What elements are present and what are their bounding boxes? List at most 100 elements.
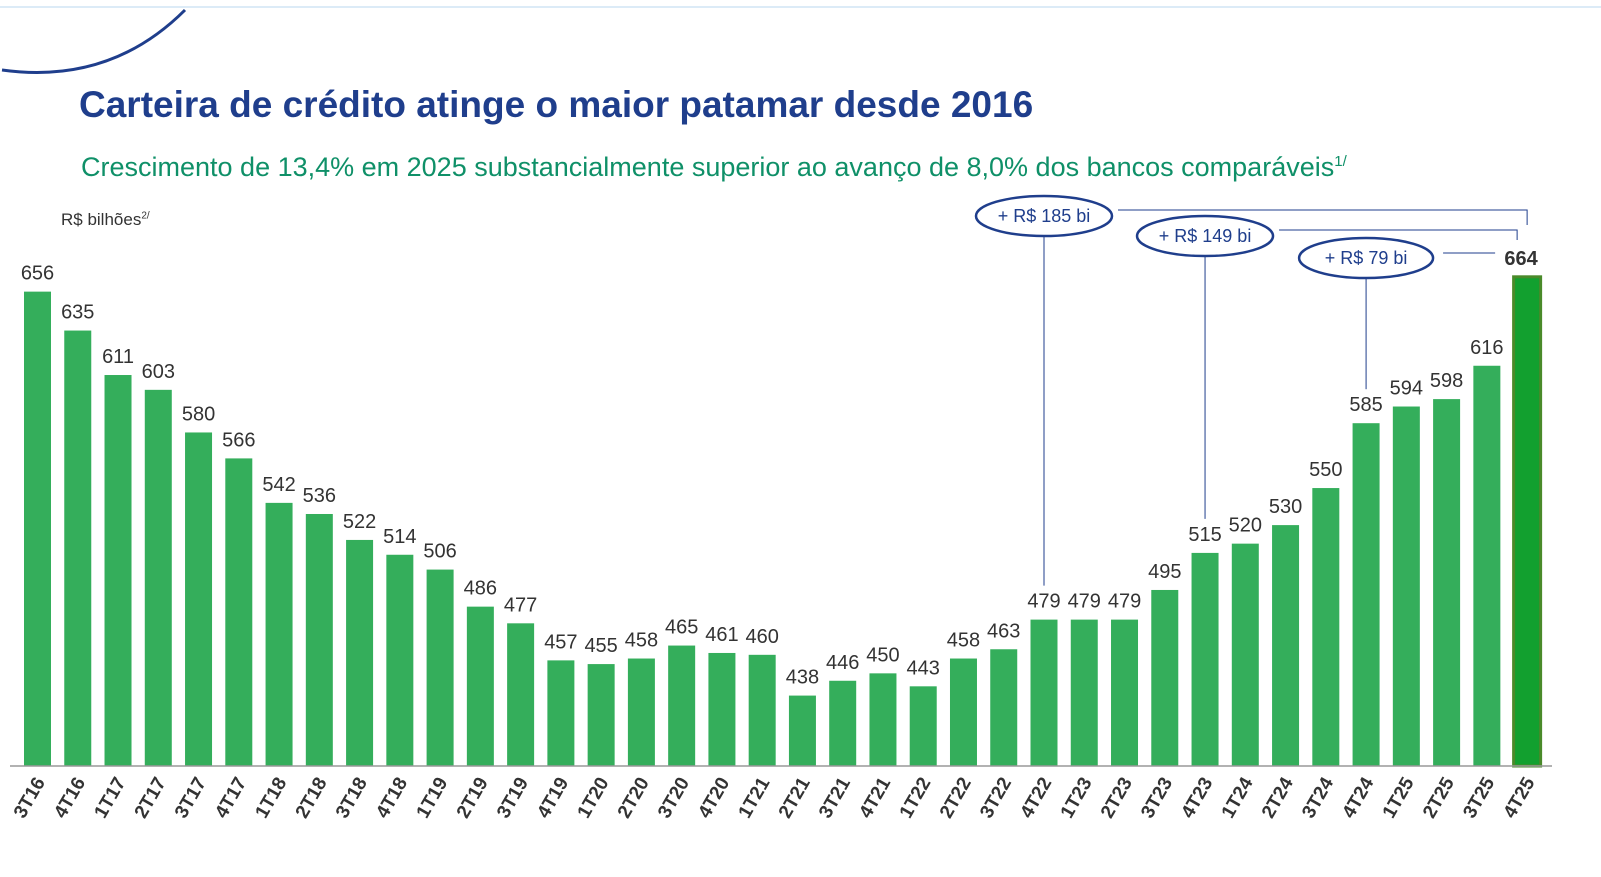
data-label-2T23: 479 <box>1108 591 1141 613</box>
x-tick-label-4T24: 4T24 <box>1339 774 1379 822</box>
data-label-3T17: 580 <box>182 403 215 425</box>
data-label-2T19: 486 <box>464 578 497 600</box>
bar-1T19 <box>426 569 454 766</box>
data-label-4T16: 635 <box>61 302 94 324</box>
x-tick-label-4T16: 4T16 <box>50 774 90 822</box>
x-tick-label-4T20: 4T20 <box>694 774 734 822</box>
bar-4T23 <box>1191 552 1219 766</box>
x-tick-label-1T23: 1T23 <box>1057 774 1097 822</box>
bar-2T24 <box>1272 525 1300 766</box>
bar-3T16 <box>24 291 51 766</box>
data-label-3T21: 446 <box>826 652 859 674</box>
x-tick-label-3T21: 3T21 <box>815 774 855 822</box>
bar-1T25 <box>1392 406 1420 766</box>
data-label-4T23: 515 <box>1188 524 1221 546</box>
x-tick-label-3T20: 3T20 <box>654 774 694 822</box>
bar-2T19 <box>466 606 494 766</box>
subtitle-text: Crescimento de 13,4% em 2025 substancial… <box>81 152 1335 182</box>
x-tick-label-2T24: 2T24 <box>1258 774 1298 822</box>
data-label-1T18: 542 <box>262 474 295 496</box>
data-label-4T17: 566 <box>222 429 255 451</box>
bar-4T18 <box>386 554 414 766</box>
bar-1T24 <box>1231 543 1259 766</box>
x-tick-label-1T19: 1T19 <box>413 774 453 822</box>
data-label-4T20: 461 <box>705 624 738 646</box>
x-tick-label-4T25: 4T25 <box>1500 774 1540 822</box>
bar-3T25 <box>1473 365 1501 766</box>
x-tick-label-3T17: 3T17 <box>171 774 211 822</box>
x-tick-label-3T18: 3T18 <box>332 774 372 822</box>
data-label-3T19: 477 <box>504 594 537 616</box>
top-rule <box>0 6 1601 8</box>
bar-3T18 <box>346 539 374 766</box>
data-label-1T17: 611 <box>102 346 134 368</box>
x-tick-label-4T21: 4T21 <box>855 774 895 822</box>
data-label-4T25: 664 <box>1504 248 1538 270</box>
data-label-2T22: 458 <box>947 630 980 652</box>
data-label-3T20: 465 <box>665 617 698 639</box>
data-label-2T25: 598 <box>1430 370 1463 392</box>
bar-4T21 <box>869 673 897 766</box>
x-tick-label-1T17: 1T17 <box>91 774 131 822</box>
unit-footnote: 2/ <box>141 210 150 222</box>
bar-1T22 <box>909 686 937 766</box>
data-label-2T18: 536 <box>303 485 336 507</box>
data-label-1T23: 479 <box>1068 591 1101 613</box>
unit-text: R$ bilhões <box>61 210 142 229</box>
x-tick-label-2T18: 2T18 <box>292 774 332 822</box>
x-tick-label-1T25: 1T25 <box>1379 774 1419 822</box>
x-tick-label-2T17: 2T17 <box>131 774 171 822</box>
bar-4T22 <box>1030 619 1058 766</box>
bar-2T17 <box>144 389 172 766</box>
subtitle-footnote: 1/ <box>1334 153 1347 170</box>
x-tick-label-4T22: 4T22 <box>1016 774 1056 822</box>
bar-3T19 <box>507 623 535 766</box>
bar-4T25 <box>1512 275 1543 768</box>
bar-2T23 <box>1111 619 1139 766</box>
data-label-3T24: 550 <box>1309 459 1342 481</box>
bar-1T20 <box>587 664 615 766</box>
bar-4T24 <box>1352 423 1380 766</box>
bar-2T22 <box>949 658 977 766</box>
x-tick-label-1T20: 1T20 <box>574 774 614 822</box>
x-tick-label-4T17: 4T17 <box>211 774 251 822</box>
data-label-4T21: 450 <box>866 644 899 666</box>
x-tick-label-2T23: 2T23 <box>1097 774 1137 822</box>
page-title: Carteira de crédito atinge o maior patam… <box>79 84 1034 125</box>
data-label-4T18: 514 <box>383 526 416 548</box>
bar-1T17 <box>104 375 132 766</box>
bar-3T20 <box>668 645 696 766</box>
data-label-3T22: 463 <box>987 620 1020 642</box>
bar-4T20 <box>708 652 736 766</box>
bar-1T23 <box>1070 619 1098 766</box>
data-label-2T24: 530 <box>1269 496 1302 518</box>
bar-2T18 <box>305 513 333 766</box>
data-label-1T19: 506 <box>423 541 456 563</box>
x-tick-label-3T16: 3T16 <box>10 774 50 822</box>
bar-4T17 <box>225 458 253 766</box>
x-tick-label-1T21: 1T21 <box>735 774 775 822</box>
x-tick-label-2T20: 2T20 <box>614 774 654 822</box>
x-tick-label-3T24: 3T24 <box>1298 774 1338 822</box>
annotation-ellipse-4T23 <box>1135 214 1275 258</box>
x-tick-label-4T19: 4T19 <box>533 774 573 822</box>
data-label-3T16: 656 <box>21 263 54 285</box>
bar-2T21 <box>788 695 816 766</box>
annotation-label-4T23: + R$ 149 bi <box>1159 226 1252 246</box>
annotation-label-4T24: + R$ 79 bi <box>1325 248 1408 268</box>
x-tick-label-3T25: 3T25 <box>1459 774 1499 822</box>
x-tick-label-2T22: 2T22 <box>936 774 976 822</box>
bar-1T21 <box>748 654 776 766</box>
annotation-bracket-4T23 <box>1279 229 1518 240</box>
data-label-2T21: 438 <box>786 667 819 689</box>
bar-3T23 <box>1151 589 1179 766</box>
y-axis-label: R$ bilhões2/ <box>61 210 150 230</box>
bar-4T16 <box>64 330 92 766</box>
x-tick-label-1T22: 1T22 <box>896 774 936 822</box>
bar-2T25 <box>1433 399 1461 766</box>
data-label-1T22: 443 <box>907 657 940 679</box>
bar-1T18 <box>265 502 293 766</box>
data-label-1T20: 455 <box>584 635 617 657</box>
bar-3T17 <box>185 432 213 766</box>
data-label-3T23: 495 <box>1148 561 1181 583</box>
